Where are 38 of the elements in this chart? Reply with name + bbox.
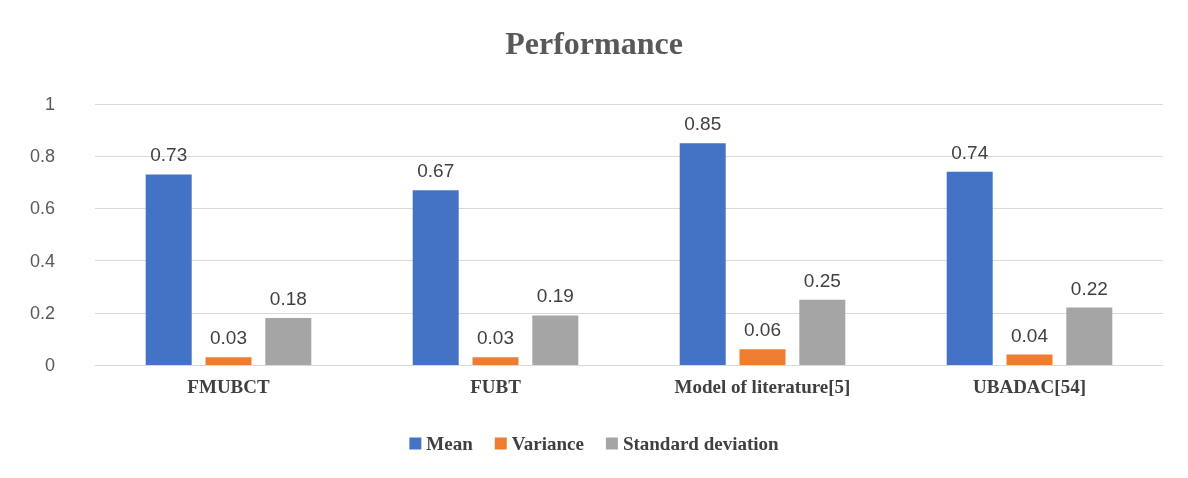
data-label: 0.04 [1011,324,1049,346]
data-label: 0.85 [684,113,722,135]
y-tick-label: 0.4 [29,250,55,271]
data-label: 0.73 [150,144,188,166]
data-label: 0.06 [744,319,781,341]
data-label: 0.22 [1070,277,1108,299]
data-label: 0.74 [951,141,989,163]
y-tick-label: 0.2 [29,302,55,323]
bar [1006,354,1053,365]
bar [472,357,519,365]
chart-title: Performance [505,25,683,61]
bar [205,357,252,365]
legend-label: Mean [426,433,474,454]
bar [799,299,846,365]
bar [145,174,192,365]
data-label: 0.03 [477,327,514,349]
y-tick-label: 0 [44,355,55,375]
data-label: 0.25 [803,269,841,291]
legend-label: Standard deviation [622,433,780,454]
y-tick-label: 0.6 [29,198,55,219]
y-tick-label: 0.8 [29,146,55,167]
legend-label: Variance [511,433,584,454]
y-tick-label: 1 [44,94,55,114]
x-tick-label: Model of literature[5] [674,376,851,397]
x-tick-label: FMUBCT [187,376,270,397]
data-label: 0.18 [269,288,307,310]
bar [532,315,579,365]
bar [946,171,993,365]
bar [739,349,786,365]
data-label: 0.03 [210,327,247,349]
bar [679,143,726,365]
x-tick-label: UBADAC[54] [973,376,1086,397]
data-label: 0.19 [536,285,574,307]
bar [412,190,459,365]
bar [265,318,312,365]
data-label: 0.67 [417,160,455,182]
x-tick-label: FUBT [470,376,522,397]
bar [1066,307,1113,365]
